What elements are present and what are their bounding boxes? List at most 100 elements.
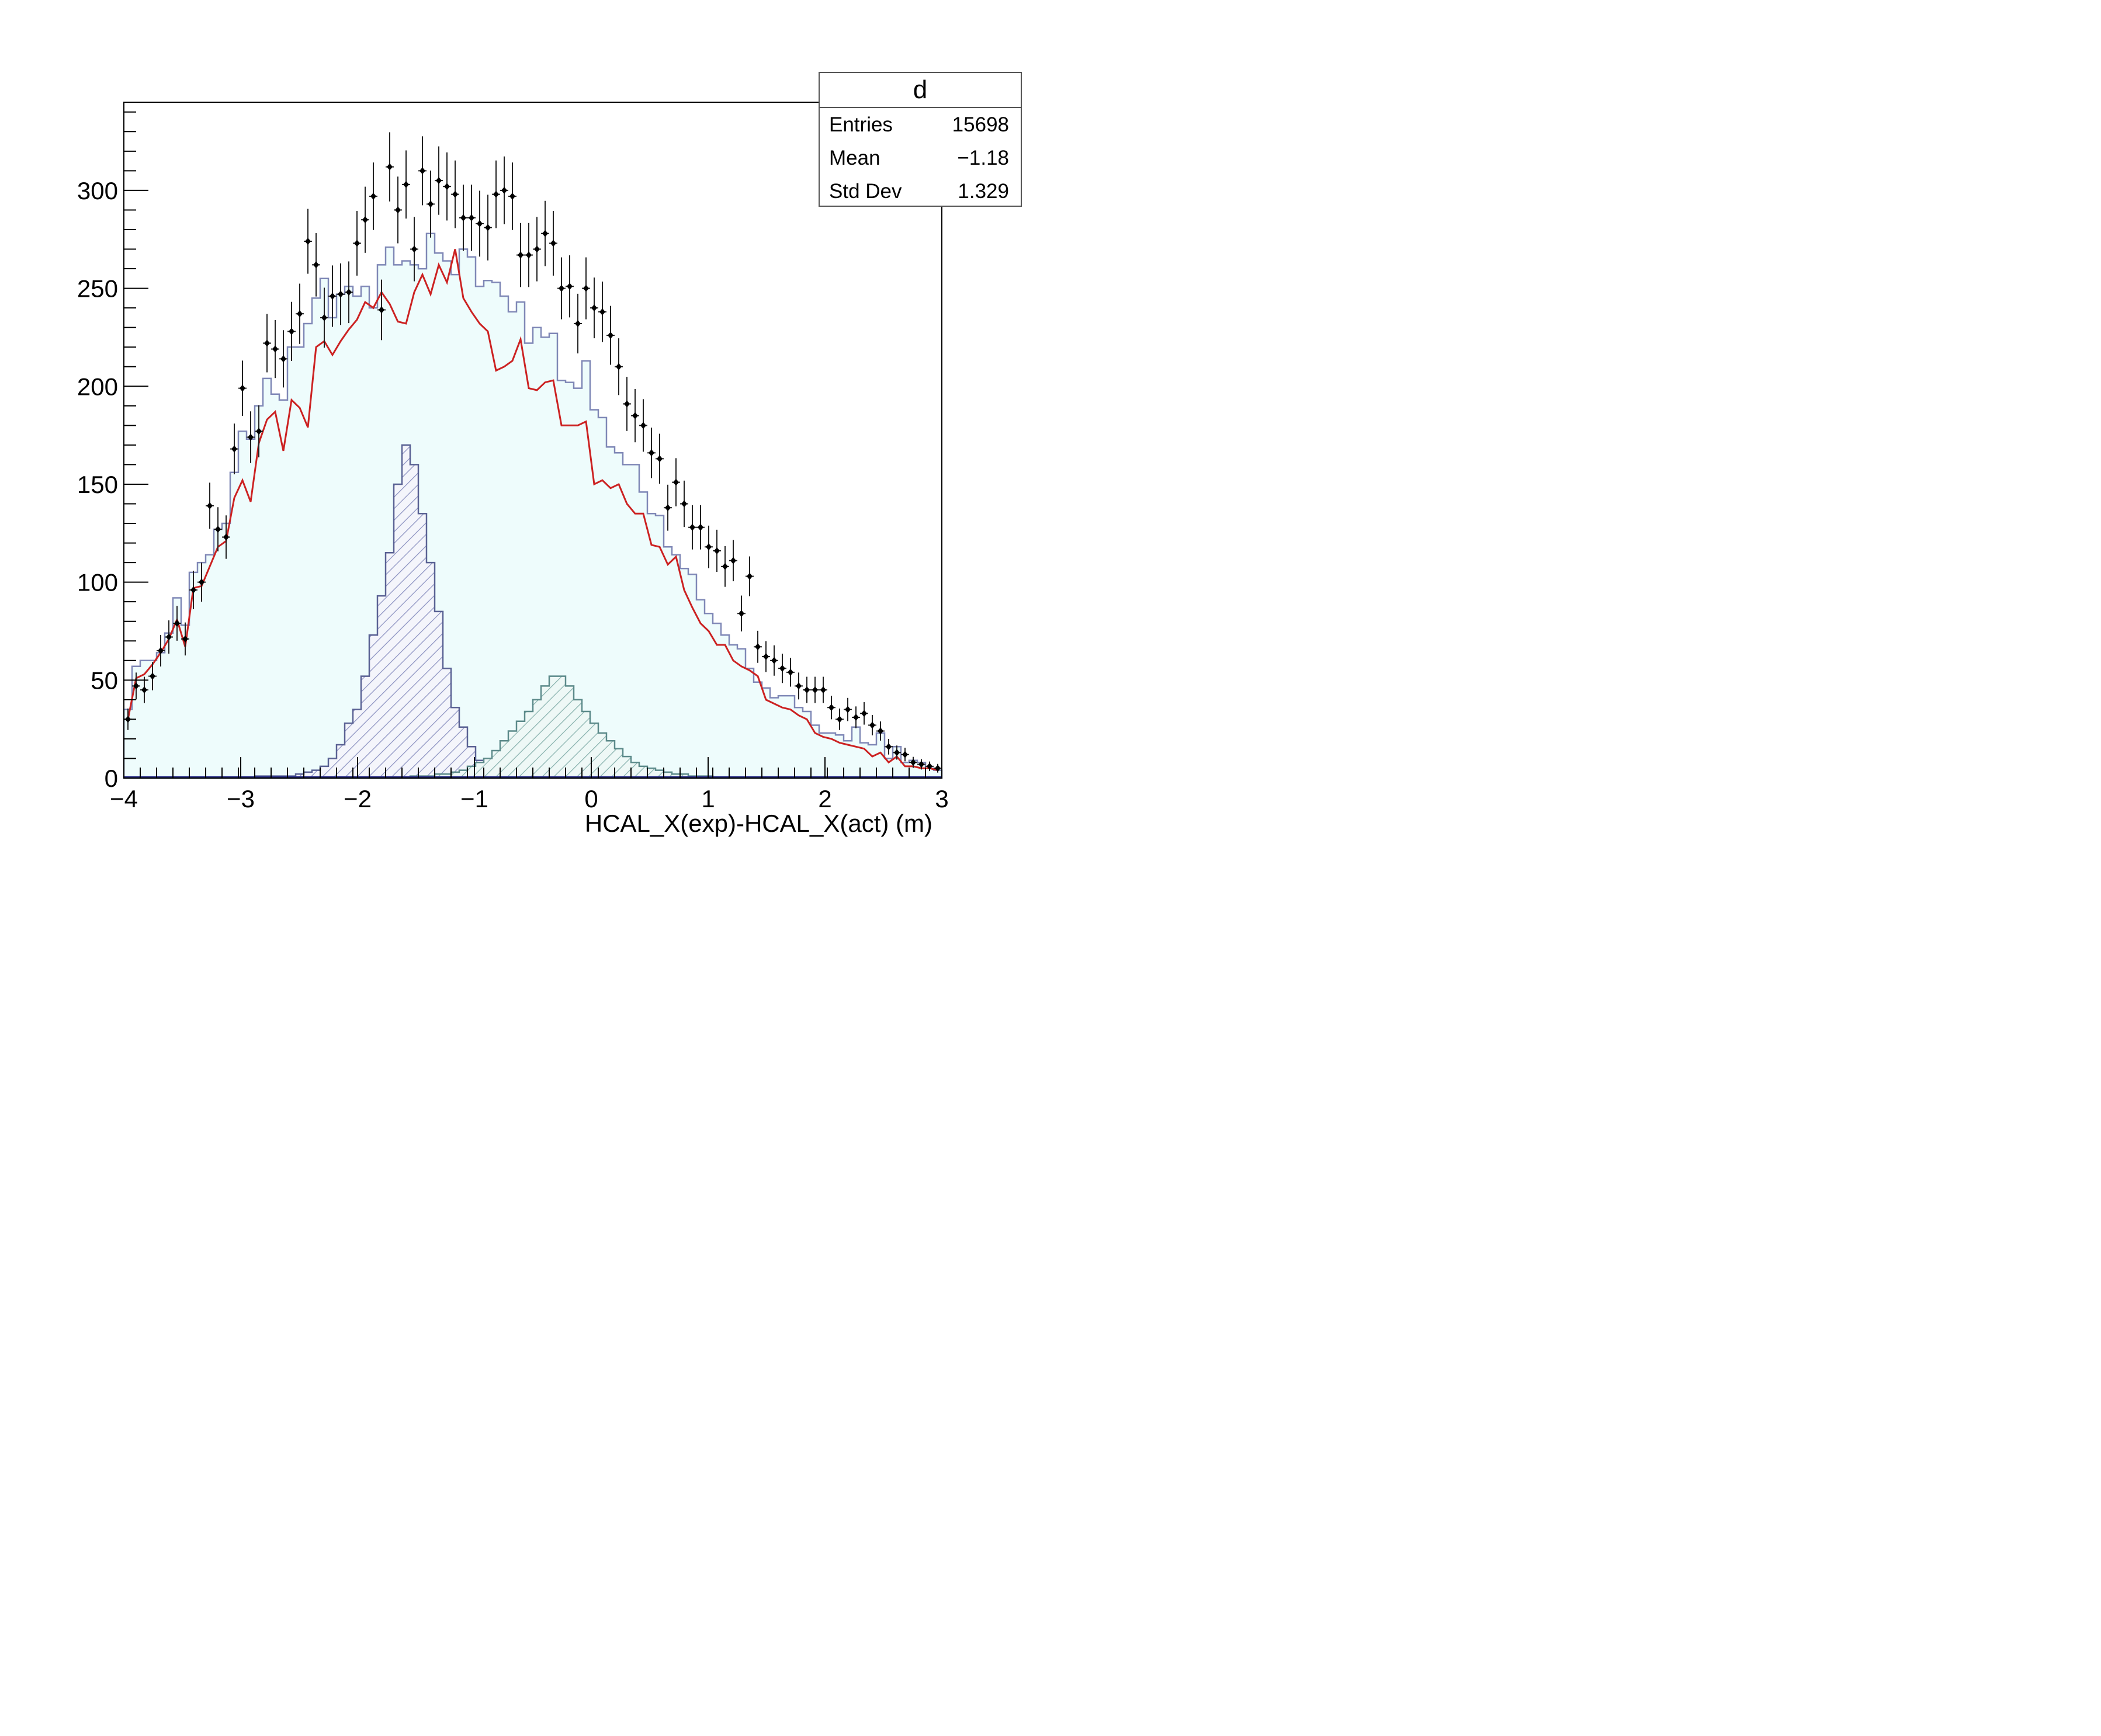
data-marker (199, 578, 204, 586)
data-point (819, 676, 827, 703)
data-point (893, 745, 901, 760)
data-point (394, 176, 402, 244)
data-marker (419, 167, 425, 175)
data-marker (428, 200, 434, 208)
data-marker (166, 633, 172, 641)
data-marker (649, 449, 654, 457)
data-marker (640, 422, 646, 429)
data-marker (616, 363, 622, 370)
data-marker (599, 308, 605, 315)
data-marker (624, 400, 630, 408)
data-point (574, 293, 582, 354)
data-point (328, 265, 337, 327)
data-marker (665, 504, 671, 512)
data-marker (354, 239, 360, 247)
data-point (418, 136, 427, 206)
y-tick-label: 50 (91, 666, 118, 694)
data-marker (133, 682, 139, 690)
data-marker (215, 526, 221, 533)
stats-box-title: d (820, 73, 1021, 108)
data-point (811, 676, 819, 703)
data-point (386, 132, 394, 202)
data-point (206, 482, 214, 529)
data-marker (894, 749, 900, 756)
y-tick-label: 300 (77, 177, 118, 204)
data-point (786, 658, 795, 687)
data-marker (730, 557, 736, 564)
data-marker (264, 339, 270, 347)
data-marker (158, 647, 164, 655)
data-point (778, 654, 786, 683)
data-marker (632, 412, 638, 419)
data-marker (526, 251, 532, 259)
data-point (672, 458, 680, 506)
data-marker (379, 306, 384, 314)
data-point (705, 525, 713, 568)
data-marker (559, 284, 564, 292)
data-point (566, 255, 574, 318)
data-marker (182, 635, 188, 643)
data-point (770, 645, 778, 676)
data-point (917, 759, 925, 770)
data-point (934, 763, 942, 773)
data-marker (207, 502, 213, 509)
data-point (451, 160, 459, 228)
x-tick-label: 2 (818, 785, 831, 813)
data-marker (436, 177, 442, 185)
data-marker (297, 310, 303, 318)
stats-label: Entries (829, 113, 893, 136)
data-marker (190, 586, 196, 594)
data-marker (910, 759, 916, 766)
data-marker (714, 547, 720, 554)
data-point (754, 630, 762, 663)
data-point (287, 301, 296, 362)
data-marker (452, 190, 458, 198)
data-marker (689, 523, 695, 531)
data-point (197, 563, 206, 602)
data-point (476, 190, 484, 257)
data-point (369, 162, 377, 230)
data-marker (591, 304, 597, 312)
data-point (647, 428, 656, 478)
data-point (467, 185, 476, 251)
data-marker (796, 682, 802, 690)
data-point (541, 200, 549, 266)
data-point (353, 211, 361, 276)
data-point (263, 314, 271, 373)
data-point (533, 217, 541, 282)
data-point (631, 388, 639, 443)
data-marker (853, 714, 859, 721)
data-marker (567, 283, 573, 290)
data-marker (657, 455, 663, 463)
stats-row-entries: Entries 15698 (820, 108, 1021, 141)
data-point (312, 233, 320, 297)
data-marker (698, 523, 703, 531)
stats-value: 15698 (952, 113, 1009, 136)
data-marker (509, 192, 515, 200)
x-tick-label: 3 (935, 785, 948, 813)
data-point (484, 195, 492, 261)
series-layer (123, 132, 943, 779)
data-marker (289, 328, 294, 335)
data-marker (403, 180, 409, 188)
y-tick-label: 100 (77, 569, 118, 596)
y-tick-label: 150 (77, 471, 118, 498)
data-marker (804, 686, 810, 694)
data-point (582, 257, 590, 320)
data-point (361, 186, 369, 253)
data-point (132, 672, 140, 700)
data-point (435, 146, 443, 215)
data-point (762, 641, 770, 672)
data-point (737, 595, 746, 632)
data-point (222, 515, 230, 559)
data-point (173, 606, 181, 641)
data-marker (411, 245, 417, 253)
data-marker (935, 765, 941, 772)
stats-value: 1.329 (958, 180, 1009, 203)
data-marker (755, 643, 761, 651)
data-marker (518, 251, 523, 259)
data-marker (918, 761, 924, 768)
stats-row-stddev: Std Dev 1.329 (820, 175, 1021, 208)
data-marker (248, 433, 254, 441)
